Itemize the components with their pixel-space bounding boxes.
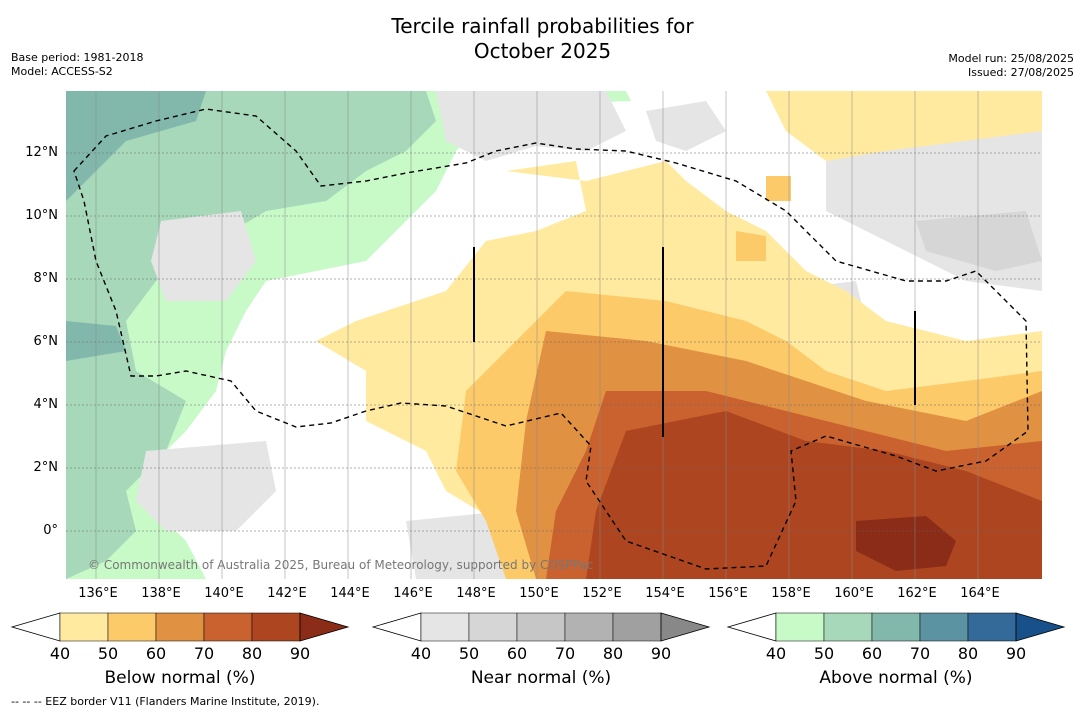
colorbar-tick-label: 90 bbox=[650, 644, 672, 663]
colorbar-segment bbox=[516, 612, 566, 642]
lat-tick-12n: 12°N bbox=[25, 145, 58, 160]
colorbar-segment bbox=[420, 612, 470, 642]
colorbars-svg bbox=[10, 612, 1066, 642]
colorbar-right-extend bbox=[1015, 612, 1066, 642]
lat-tick-4n: 4°N bbox=[33, 397, 59, 412]
colorbar-tick-label: 70 bbox=[554, 644, 576, 663]
colorbar-right-extend bbox=[299, 612, 350, 642]
colorbar-tick-label: 40 bbox=[49, 644, 71, 663]
colorbar-title-near: Near normal (%) bbox=[470, 668, 612, 688]
lat-tick-6n: 6°N bbox=[33, 334, 59, 349]
colorbar-segment bbox=[612, 612, 662, 642]
colorbar-tick-label: 60 bbox=[145, 644, 167, 663]
colorbar-segment bbox=[251, 612, 301, 642]
colorbar-near-normal bbox=[371, 612, 711, 642]
colorbar-tick-label: 50 bbox=[458, 644, 480, 663]
colorbar-tick-label: 40 bbox=[410, 644, 432, 663]
lon-tick-146e: 146°E bbox=[393, 586, 433, 601]
colorbar-left-extend bbox=[10, 612, 61, 642]
colorbar-segment bbox=[775, 612, 825, 642]
colorbar-tick-label: 90 bbox=[289, 644, 311, 663]
lon-tick-152e: 152°E bbox=[582, 586, 622, 601]
lon-tick-150e: 150°E bbox=[519, 586, 559, 601]
lon-tick-164e: 164°E bbox=[960, 586, 1000, 601]
meta-right: Model run: 25/08/2025 Issued: 27/08/2025 bbox=[948, 52, 1074, 80]
colorbar-segment bbox=[155, 612, 205, 642]
copyright-text: © Commonwealth of Australia 2025, Bureau… bbox=[88, 558, 593, 572]
model-run: Model run: 25/08/2025 bbox=[948, 52, 1074, 65]
lat-tick-2n: 2°N bbox=[33, 460, 59, 475]
lon-tick-140e: 140°E bbox=[204, 586, 244, 601]
lon-tick-160e: 160°E bbox=[834, 586, 874, 601]
colorbar-above-normal bbox=[726, 612, 1066, 642]
lon-tick-144e: 144°E bbox=[330, 586, 370, 601]
colorbar-segment bbox=[107, 612, 157, 642]
colorbar-tick-label: 60 bbox=[506, 644, 528, 663]
above-normal-70-region bbox=[66, 91, 206, 361]
below-normal-90-region bbox=[856, 516, 956, 571]
issued-date: Issued: 27/08/2025 bbox=[967, 66, 1074, 79]
colorbar-tick-label: 70 bbox=[909, 644, 931, 663]
meta-left: Base period: 1981-2018 Model: ACCESS-S2 bbox=[11, 51, 143, 79]
lat-tick-10n: 10°N bbox=[25, 208, 58, 223]
near-normal-patch-southwest bbox=[136, 441, 276, 531]
chart-title: Tercile rainfall probabilities for Octob… bbox=[0, 14, 1085, 64]
near-normal-patch-west bbox=[151, 211, 256, 301]
eez-border bbox=[73, 108, 1029, 570]
lon-tick-154e: 154°E bbox=[645, 586, 685, 601]
title-line-1: Tercile rainfall probabilities for bbox=[391, 14, 694, 38]
colorbar-tick-label: 90 bbox=[1005, 644, 1027, 663]
lon-tick-162e: 162°E bbox=[897, 586, 937, 601]
colorbar-title-below: Below normal (%) bbox=[104, 668, 256, 688]
lon-tick-142e: 142°E bbox=[267, 586, 307, 601]
colorbar-tick-label: 80 bbox=[602, 644, 624, 663]
title-line-2: October 2025 bbox=[473, 39, 612, 63]
colorbar-tick-label: 40 bbox=[765, 644, 787, 663]
map-svg: © Commonwealth of Australia 2025, Bureau… bbox=[66, 91, 1042, 579]
colorbar-tick-label: 70 bbox=[193, 644, 215, 663]
colorbar-segment bbox=[871, 612, 921, 642]
colorbar-segment bbox=[564, 612, 614, 642]
lat-tick-0: 0° bbox=[43, 523, 58, 538]
lon-tick-136e: 136°E bbox=[78, 586, 118, 601]
colorbar-tick-label: 50 bbox=[97, 644, 119, 663]
colorbar-title-above: Above normal (%) bbox=[819, 668, 973, 688]
colorbar-tick-label: 60 bbox=[861, 644, 883, 663]
colorbar-segment bbox=[919, 612, 969, 642]
colorbar-segment bbox=[203, 612, 253, 642]
lon-tick-158e: 158°E bbox=[771, 586, 811, 601]
colorbar-tick-label: 50 bbox=[813, 644, 835, 663]
gridlines bbox=[66, 152, 1042, 532]
colorbar-segment bbox=[59, 612, 109, 642]
lon-tick-148e: 148°E bbox=[456, 586, 496, 601]
model-name: Model: ACCESS-S2 bbox=[11, 65, 113, 78]
colorbar-tick-label: 80 bbox=[957, 644, 979, 663]
near-normal-patch-north2 bbox=[646, 101, 726, 151]
map-area[interactable]: © Commonwealth of Australia 2025, Bureau… bbox=[66, 91, 1042, 579]
lon-tick-138e: 138°E bbox=[141, 586, 181, 601]
lon-tick-156e: 156°E bbox=[708, 586, 748, 601]
base-period: Base period: 1981-2018 bbox=[11, 51, 144, 64]
colorbar-segment bbox=[468, 612, 518, 642]
near-normal-patch-north bbox=[436, 91, 626, 161]
boundary-lines bbox=[473, 247, 916, 437]
lat-tick-8n: 8°N bbox=[33, 271, 59, 286]
colorbar-tick-label: 80 bbox=[241, 644, 263, 663]
footer-note: -- -- -- EEZ border V11 (Flanders Marine… bbox=[11, 695, 320, 708]
colorbar-segment bbox=[967, 612, 1017, 642]
near-normal-60-patch bbox=[916, 211, 1042, 271]
colorbar-right-extend bbox=[660, 612, 711, 642]
colorbar-left-extend bbox=[726, 612, 777, 642]
colorbar-left-extend bbox=[371, 612, 422, 642]
colorbar-segment bbox=[823, 612, 873, 642]
colorbar-below-normal bbox=[10, 612, 350, 642]
